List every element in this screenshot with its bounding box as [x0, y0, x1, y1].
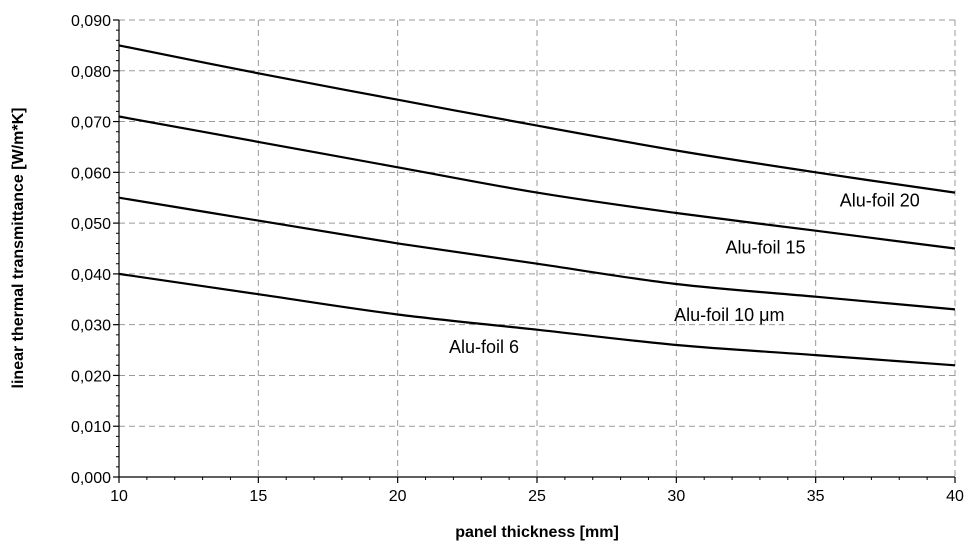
x-tick-label: 40 [946, 488, 964, 505]
y-tick-label: 0,090 [71, 13, 111, 30]
x-tick-label: 20 [389, 488, 407, 505]
series-label: Alu-foil 20 [840, 191, 920, 211]
axis-layer [119, 20, 955, 477]
y-tick-label: 0,040 [71, 267, 111, 284]
x-tick-label: 15 [249, 488, 267, 505]
y-axis-title: linear thermal transmittance [W/m*K] [10, 108, 27, 389]
x-tick-label: 10 [110, 488, 128, 505]
y-tick-label: 0,050 [71, 216, 111, 233]
y-tick-label: 0,030 [71, 318, 111, 335]
series-label: Alu-foil 15 [725, 237, 805, 257]
minor-tick-layer [113, 20, 955, 483]
y-tick-label: 0,020 [71, 368, 111, 385]
grid-layer [119, 20, 955, 477]
y-tick-label: 0,010 [71, 419, 111, 436]
y-tick-label: 0,080 [71, 64, 111, 81]
y-tick-label: 0,060 [71, 165, 111, 182]
y-tick-label: 0,070 [71, 115, 111, 132]
series-label: Alu-foil 10 μm [674, 305, 784, 325]
x-tick-label: 30 [667, 488, 685, 505]
x-tick-label: 25 [528, 488, 546, 505]
x-axis-title: panel thickness [mm] [455, 524, 619, 541]
series-label: Alu-foil 6 [449, 337, 519, 357]
x-tick-label: 35 [807, 488, 825, 505]
tick-label-layer: 10 15 20 25 30 35 40 0,000 0,010 0,020 0,030 0,040 0… [71, 13, 964, 505]
y-tick-label: 0,000 [71, 470, 111, 487]
